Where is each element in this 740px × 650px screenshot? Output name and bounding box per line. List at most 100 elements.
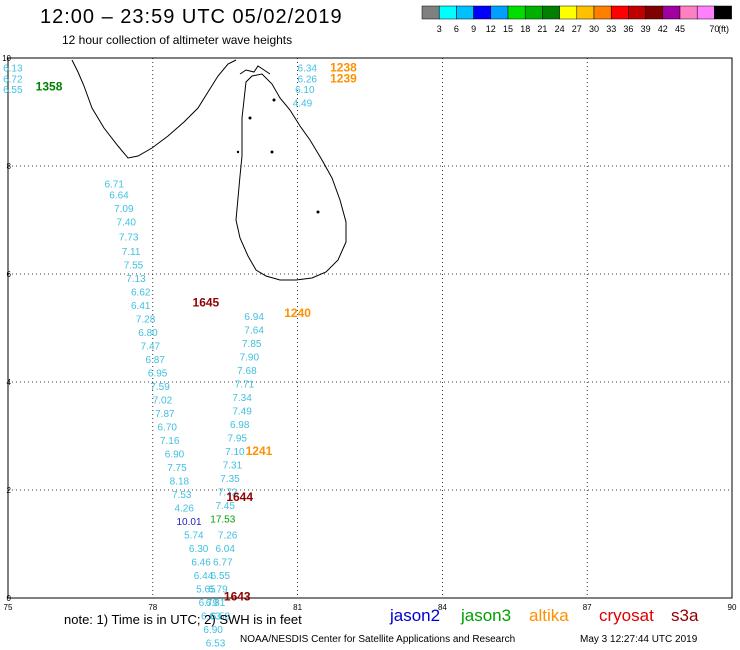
colorbar-swatch	[645, 5, 664, 20]
legend-jason3: jason3	[461, 606, 512, 625]
small-island-2	[272, 98, 276, 102]
y-tick-label: 4	[7, 378, 12, 387]
wave-height-value: 6.10	[295, 85, 315, 96]
colorbar-swatch	[662, 5, 681, 20]
wave-height-value: 6.55	[3, 85, 23, 96]
wave-height-value: 6.77	[213, 558, 233, 569]
colorbar-label: 21	[537, 24, 547, 34]
pass-time-label: 1238	[330, 61, 357, 75]
wave-height-value: 6.70	[158, 423, 178, 434]
wave-height-value: 7.34	[232, 393, 252, 404]
wave-height-value: 6.34	[298, 64, 318, 75]
small-island-1	[248, 116, 252, 120]
colorbar-swatch	[438, 5, 457, 20]
colorbar-label: 45	[675, 24, 685, 34]
y-tick-label: 6	[7, 270, 12, 279]
x-tick-label: 87	[583, 603, 592, 612]
wave-height-value: 7.26	[218, 531, 238, 542]
colorbar-label: 27	[572, 24, 582, 34]
india-coastline	[71, 59, 237, 159]
colorbar-label: 30	[589, 24, 599, 34]
colorbar-swatch	[593, 5, 612, 20]
wave-height-value: 7.71	[235, 379, 255, 390]
colorbar-swatch	[714, 5, 732, 20]
legend-cryosat: cryosat	[599, 606, 654, 625]
wave-height-value: 6.58	[211, 612, 231, 623]
wave-height-value: 4.26	[174, 504, 194, 515]
wave-height-value: 7.11	[122, 247, 141, 258]
wave-height-value: 7.72	[218, 487, 238, 498]
pass-time-label: 1645	[193, 295, 220, 309]
small-island-4	[316, 210, 320, 214]
wave-height-value: 6.64	[109, 190, 129, 201]
wave-height-value: 7.47	[141, 342, 161, 353]
colorbar-label: 12	[486, 24, 496, 34]
wave-height-value: 7.64	[244, 325, 264, 336]
wave-height-value: 8.18	[170, 477, 190, 488]
wave-height-value: 4.49	[293, 99, 313, 110]
wave-height-value: 6.55	[211, 571, 231, 582]
pass-time-label: 1358	[36, 79, 63, 93]
colorbar-swatch	[456, 5, 474, 20]
wave-height-value: 6.53	[206, 639, 226, 650]
wave-height-value: 6.62	[131, 288, 151, 299]
wave-height-value: 7.55	[124, 261, 144, 272]
credit-timestamp: May 3 12:27:44 UTC 2019	[580, 634, 698, 645]
wave-height-value: 6.41	[131, 301, 151, 312]
wave-height-value: 7.87	[155, 409, 175, 420]
map-subtitle: 12 hour collection of altimeter wave hei…	[62, 33, 293, 47]
y-tick-label: 8	[7, 162, 12, 171]
wave-height-value: 7.68	[237, 366, 257, 377]
colorbar-label: 36	[623, 24, 633, 34]
pass-time-label: 1643	[224, 590, 251, 604]
wave-height-value: 6.63	[201, 612, 221, 623]
wave-height-value: 6.98	[230, 420, 250, 431]
colorbar-swatch	[628, 5, 646, 20]
wave-height-value: 7.73	[119, 233, 139, 244]
small-island-5	[236, 150, 240, 154]
observations-layer: 6.136.726.556.716.647.097.407.737.117.55…	[3, 64, 317, 650]
wave-height-value: 6.72	[3, 74, 23, 85]
pass-time-label: 1239	[330, 71, 357, 85]
wave-height-value: 6.90	[203, 625, 223, 636]
wave-height-value: 6.94	[244, 312, 264, 323]
colorbar-unit: (ft)	[718, 24, 729, 34]
colorbar-label: 70	[709, 24, 719, 34]
map-title: 12:00 – 23:59 UTC 05/02/2019	[40, 6, 343, 28]
colorbar-label: 24	[555, 24, 565, 34]
colorbar-label: 39	[641, 24, 651, 34]
wave-height-value: 7.10	[225, 447, 245, 458]
y-tick-label: 0	[7, 594, 12, 603]
colorbar-label: 18	[520, 24, 530, 34]
wave-height-value: 6.44	[194, 571, 214, 582]
colorbar-swatch	[559, 5, 578, 20]
wave-height-value: 7.53	[172, 490, 192, 501]
wave-height-value: 7.09	[114, 204, 134, 215]
wave-height-value: 6.26	[298, 74, 318, 85]
wave-height-value: 10.01	[176, 517, 201, 528]
wave-height-value: 6.13	[3, 64, 23, 75]
axis-labels: 75 78 81 84 87 90 0 2 4 6 8 10	[2, 54, 737, 612]
colorbar-swatch	[610, 5, 629, 20]
x-tick-label: 90	[728, 603, 737, 612]
colorbar-swatch	[490, 5, 509, 20]
sri-lanka-coastline	[235, 73, 347, 281]
wave-height-value: 6.87	[145, 355, 165, 366]
colorbar-label: 6	[454, 24, 459, 34]
legend-jason2: jason2	[390, 606, 441, 625]
x-tick-label: 75	[4, 603, 13, 612]
colorbar-swatch	[421, 5, 440, 20]
small-island-3	[270, 150, 274, 154]
wave-height-value: 7.02	[153, 396, 173, 407]
colorbar-label: 42	[658, 24, 668, 34]
legend-s3a: s3a	[671, 606, 699, 625]
credit-text: NOAA/NESDIS Center for Satellite Applica…	[240, 634, 516, 645]
map-frame	[7, 57, 733, 599]
wave-height-value: 7.31	[223, 460, 243, 471]
wave-height-value: 6.79	[208, 585, 228, 596]
wave-height-value: 6.79	[199, 598, 219, 609]
legend-altika: altika	[529, 606, 569, 625]
colorbar-swatch	[473, 5, 492, 20]
